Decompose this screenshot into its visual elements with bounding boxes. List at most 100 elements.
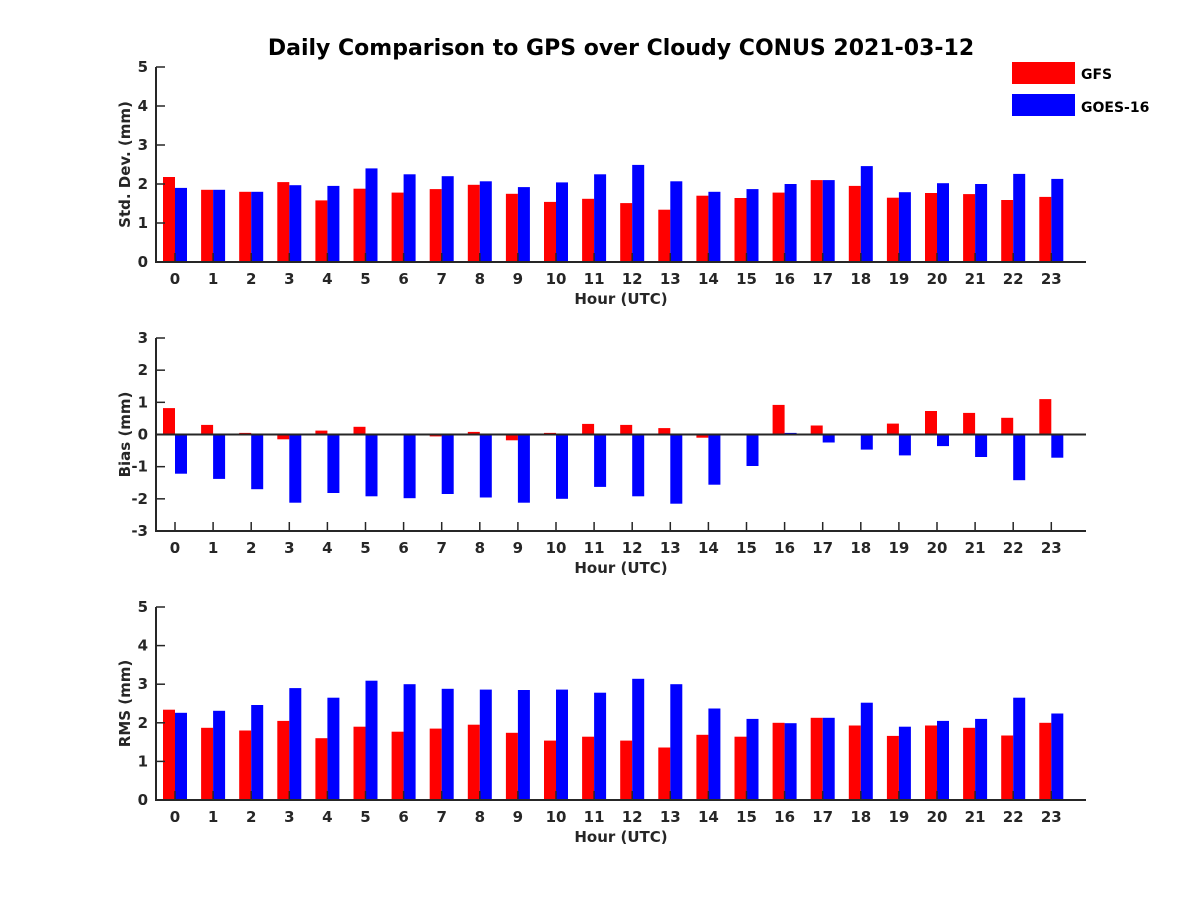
- bias-bar-goes16-h13: [670, 434, 683, 504]
- stddev-x-tick-label: 19: [888, 270, 909, 288]
- bias-x-tick-label: 1: [208, 539, 218, 557]
- stddev-bar-goes16-h8: [479, 181, 492, 262]
- stddev-bar-goes16-h15: [746, 189, 759, 262]
- stddev-bar-goes16-h23: [1051, 178, 1064, 262]
- stddev-bar-goes16-h9: [517, 187, 530, 262]
- bias-bar-goes16-h7: [441, 434, 454, 494]
- rms-y-tick-label: 4: [138, 637, 148, 655]
- bias-bar-gfs-h3: [277, 434, 290, 440]
- rms-bar-gfs-h16: [772, 722, 785, 800]
- stddev-x-tick-label: 6: [398, 270, 408, 288]
- stddev-bar-goes16-h19: [898, 192, 911, 262]
- rms-bar-goes16-h19: [898, 726, 911, 800]
- bias-y-tick-label: -1: [131, 458, 148, 476]
- rms-bar-goes16-h17: [822, 717, 835, 800]
- rms-x-tick-label: 7: [436, 808, 446, 826]
- bias-y-tick-label: 1: [138, 393, 148, 411]
- rms-x-tick-label: 12: [622, 808, 643, 826]
- stddev-bar-gfs-h15: [734, 198, 747, 262]
- stddev-bar-gfs-h21: [963, 194, 976, 262]
- bias-bar-goes16-h18: [860, 434, 873, 450]
- rms-bar-goes16-h7: [441, 688, 454, 800]
- bias-bar-gfs-h14: [696, 434, 709, 438]
- bias-x-tick-label: 2: [246, 539, 256, 557]
- rms-bar-gfs-h15: [734, 736, 747, 800]
- stddev-y-tick-label: 4: [138, 97, 148, 115]
- stddev-bar-gfs-h22: [1001, 200, 1014, 262]
- rms-x-tick-label: 17: [812, 808, 833, 826]
- bias-bar-gfs-h5: [353, 426, 366, 435]
- stddev-bar-gfs-h10: [544, 201, 556, 262]
- stddev-bar-gfs-h23: [1039, 196, 1052, 262]
- bias-bar-gfs-h0: [163, 408, 175, 435]
- stddev-x-tick-label: 17: [812, 270, 833, 288]
- rms-bar-gfs-h5: [353, 726, 366, 800]
- rms-bar-goes16-h2: [251, 705, 264, 800]
- stddev-x-tick-label: 16: [774, 270, 795, 288]
- bias-bar-gfs-h4: [315, 430, 328, 435]
- stddev-bar-goes16-h12: [632, 164, 645, 262]
- bias-y-tick-label: -3: [131, 522, 148, 540]
- bias-bar-goes16-h3: [289, 434, 302, 503]
- rms-bar-goes16-h18: [860, 702, 873, 800]
- rms-bar-gfs-h23: [1039, 722, 1052, 800]
- rms-x-tick-label: 2: [246, 808, 256, 826]
- stddev-bar-goes16-h10: [556, 182, 568, 262]
- rms-bar-goes16-h8: [479, 689, 492, 800]
- stddev-bar-gfs-h2: [239, 191, 252, 262]
- bias-bar-goes16-h8: [479, 434, 492, 498]
- stddev-bar-gfs-h11: [582, 198, 595, 262]
- rms-x-tick-label: 14: [698, 808, 719, 826]
- stddev-x-tick-label: 3: [284, 270, 294, 288]
- stddev-y-tick-label: 0: [138, 253, 148, 271]
- bias-x-tick-label: 7: [436, 539, 446, 557]
- legend-swatch-goes16: [1012, 94, 1075, 116]
- bias-bar-goes16-h14: [708, 434, 721, 485]
- rms-y-tick-label: 5: [138, 598, 148, 616]
- stddev-bar-goes16-h1: [213, 189, 226, 262]
- bias-y-tick-label: 2: [138, 361, 148, 379]
- bias-x-tick-label: 3: [284, 539, 294, 557]
- rms-x-tick-label: 22: [1003, 808, 1024, 826]
- rms-x-tick-label: 9: [513, 808, 523, 826]
- stddev-x-tick-label: 20: [927, 270, 948, 288]
- stddev-y-axis-label: Std. Dev. (mm): [116, 101, 134, 228]
- bias-bar-gfs-h11: [582, 423, 595, 435]
- rms-bar-goes16-h21: [975, 718, 988, 800]
- bias-bar-gfs-h13: [658, 428, 671, 435]
- bias-bar-goes16-h23: [1051, 434, 1064, 458]
- bias-y-tick-label: 3: [138, 329, 148, 347]
- bias-x-tick-label: 5: [360, 539, 370, 557]
- rms-x-tick-label: 1: [208, 808, 218, 826]
- stddev-bar-goes16-h2: [251, 191, 264, 262]
- legend-label-gfs: GFS: [1081, 67, 1112, 83]
- stddev-x-tick-label: 11: [584, 270, 605, 288]
- stddev-y-tick-label: 1: [138, 214, 148, 232]
- bias-bar-goes16-h10: [556, 434, 568, 499]
- rms-y-axis-label: RMS (mm): [116, 660, 134, 747]
- stddev-x-tick-label: 13: [660, 270, 681, 288]
- stddev-bar-gfs-h12: [620, 203, 633, 262]
- stddev-bar-gfs-h18: [848, 185, 861, 262]
- stddev-bar-gfs-h0: [163, 177, 175, 262]
- stddev-bar-goes16-h0: [175, 187, 187, 262]
- rms-x-tick-label: 3: [284, 808, 294, 826]
- rms-bar-gfs-h0: [163, 709, 175, 800]
- rms-bar-goes16-h14: [708, 708, 721, 800]
- bias-x-tick-label: 22: [1003, 539, 1024, 557]
- rms-bar-gfs-h14: [696, 734, 709, 800]
- stddev-bar-gfs-h5: [353, 188, 366, 262]
- bias-x-tick-label: 10: [546, 539, 567, 557]
- rms-bar-gfs-h20: [925, 725, 937, 800]
- bias-bar-goes16-h12: [632, 434, 645, 497]
- rms-bar-gfs-h4: [315, 738, 328, 800]
- bias-bar-goes16-h11: [594, 434, 607, 487]
- bias-y-axis-label: Bias (mm): [116, 392, 134, 478]
- rms-x-tick-label: 16: [774, 808, 795, 826]
- bias-bar-goes16-h20: [937, 434, 949, 447]
- bias-bar-goes16-h4: [327, 434, 340, 493]
- rms-bar-gfs-h22: [1001, 735, 1014, 800]
- bias-x-tick-label: 19: [888, 539, 909, 557]
- legend-label-goes16: GOES-16: [1081, 100, 1149, 116]
